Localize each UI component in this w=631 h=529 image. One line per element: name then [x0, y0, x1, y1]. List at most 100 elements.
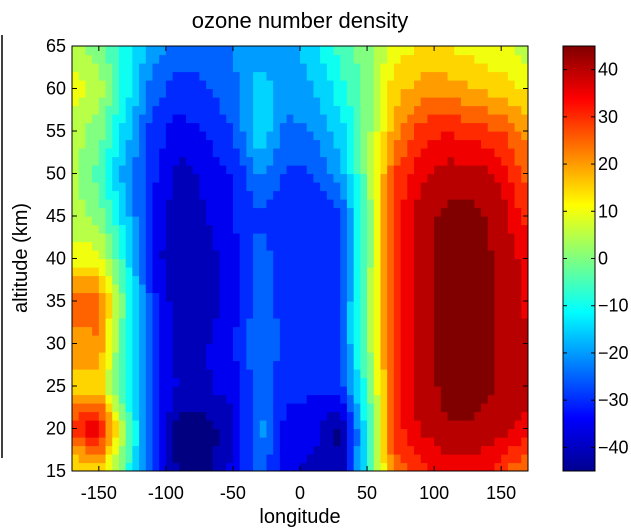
heatmap-cell	[172, 284, 180, 294]
heatmap-cell	[206, 54, 214, 64]
heatmap-cell	[253, 156, 261, 166]
heatmap-cell	[514, 173, 522, 183]
heatmap-cell	[333, 131, 341, 141]
heatmap-cell	[320, 284, 328, 294]
heatmap-cell	[380, 131, 388, 141]
heatmap-cell	[306, 335, 315, 345]
heatmap-cell	[300, 292, 308, 302]
heatmap-cell	[239, 46, 247, 56]
heatmap-cell	[172, 156, 180, 166]
heatmap-cell	[514, 131, 522, 141]
heatmap-cell	[226, 318, 234, 328]
heatmap-cell	[273, 122, 281, 132]
heatmap-cell	[367, 80, 375, 90]
heatmap-cell	[98, 105, 107, 115]
heatmap-cell	[159, 437, 167, 447]
heatmap-cell	[219, 420, 227, 430]
heatmap-cell	[239, 420, 247, 430]
heatmap-cell	[172, 445, 180, 455]
heatmap-cell	[434, 352, 442, 362]
heatmap-cell	[393, 224, 402, 234]
heatmap-cell	[152, 445, 160, 455]
heatmap-cell	[353, 360, 361, 370]
heatmap-cell	[259, 352, 268, 362]
heatmap-cell	[380, 437, 388, 447]
heatmap-cell	[440, 386, 449, 396]
heatmap-cell	[159, 88, 167, 98]
heatmap-cell	[152, 394, 160, 404]
heatmap-cell	[125, 148, 133, 158]
heatmap-cell	[454, 71, 462, 81]
heatmap-cell	[226, 343, 234, 353]
heatmap-cell	[360, 326, 368, 336]
heatmap-cell	[192, 54, 201, 64]
heatmap-cell	[139, 445, 147, 455]
heatmap-cell	[132, 352, 140, 362]
heatmap-cell	[447, 335, 455, 345]
heatmap-cell	[219, 437, 227, 447]
heatmap-cell	[172, 207, 180, 217]
heatmap-cell	[360, 131, 368, 141]
heatmap-cell	[387, 445, 395, 455]
heatmap-cell	[306, 173, 315, 183]
heatmap-cell	[460, 437, 469, 447]
heatmap-cell	[467, 97, 475, 107]
heatmap-cell	[487, 360, 496, 370]
heatmap-cell	[353, 462, 361, 471]
heatmap-cell	[320, 114, 328, 124]
heatmap-cell	[172, 267, 180, 277]
heatmap-cell	[112, 182, 120, 192]
heatmap-cell	[407, 173, 415, 183]
heatmap-cell	[152, 190, 160, 200]
heatmap-cell	[226, 445, 234, 455]
heatmap-cell	[521, 80, 528, 90]
heatmap-cell	[346, 267, 355, 277]
heatmap-cell	[118, 139, 127, 149]
heatmap-cell	[380, 394, 388, 404]
heatmap-cell	[98, 250, 107, 260]
heatmap-cell	[313, 97, 321, 107]
heatmap-cell	[206, 258, 214, 268]
heatmap-cell	[239, 411, 247, 421]
heatmap-cell	[440, 445, 449, 455]
heatmap-cell	[440, 173, 449, 183]
heatmap-cell	[226, 216, 234, 226]
heatmap-cell	[226, 46, 234, 56]
heatmap-cell	[460, 131, 469, 141]
heatmap-cell	[340, 122, 348, 132]
heatmap-cell	[246, 284, 254, 294]
heatmap-cell	[326, 292, 335, 302]
heatmap-cell	[125, 199, 133, 209]
heatmap-cell	[145, 258, 154, 268]
heatmap-cell	[92, 386, 100, 396]
heatmap-cell	[246, 233, 254, 243]
heatmap-cell	[320, 173, 328, 183]
y-tick-label: 45	[46, 206, 66, 226]
heatmap-cell	[72, 105, 80, 115]
heatmap-cell	[393, 80, 402, 90]
heatmap-cell	[474, 284, 482, 294]
heatmap-cell	[165, 428, 174, 438]
heatmap-cell	[165, 139, 174, 149]
heatmap-cell	[232, 386, 241, 396]
heatmap-cell	[92, 156, 100, 166]
heatmap-cell	[300, 46, 308, 56]
heatmap-cell	[387, 454, 395, 464]
heatmap-cell	[273, 88, 281, 98]
heatmap-cell	[373, 411, 382, 421]
heatmap-cell	[279, 437, 288, 447]
heatmap-cell	[172, 105, 180, 115]
heatmap-cell	[514, 250, 522, 260]
heatmap-cell	[306, 454, 315, 464]
heatmap-cell	[306, 420, 315, 430]
heatmap-cell	[481, 233, 489, 243]
heatmap-cell	[313, 343, 321, 353]
heatmap-cell	[481, 403, 489, 413]
heatmap-cell	[273, 173, 281, 183]
heatmap-cell	[273, 46, 281, 56]
heatmap-cell	[326, 352, 335, 362]
heatmap-cell	[246, 309, 254, 319]
heatmap-cell	[474, 80, 482, 90]
heatmap-cell	[239, 335, 247, 345]
heatmap-cell	[487, 462, 496, 471]
